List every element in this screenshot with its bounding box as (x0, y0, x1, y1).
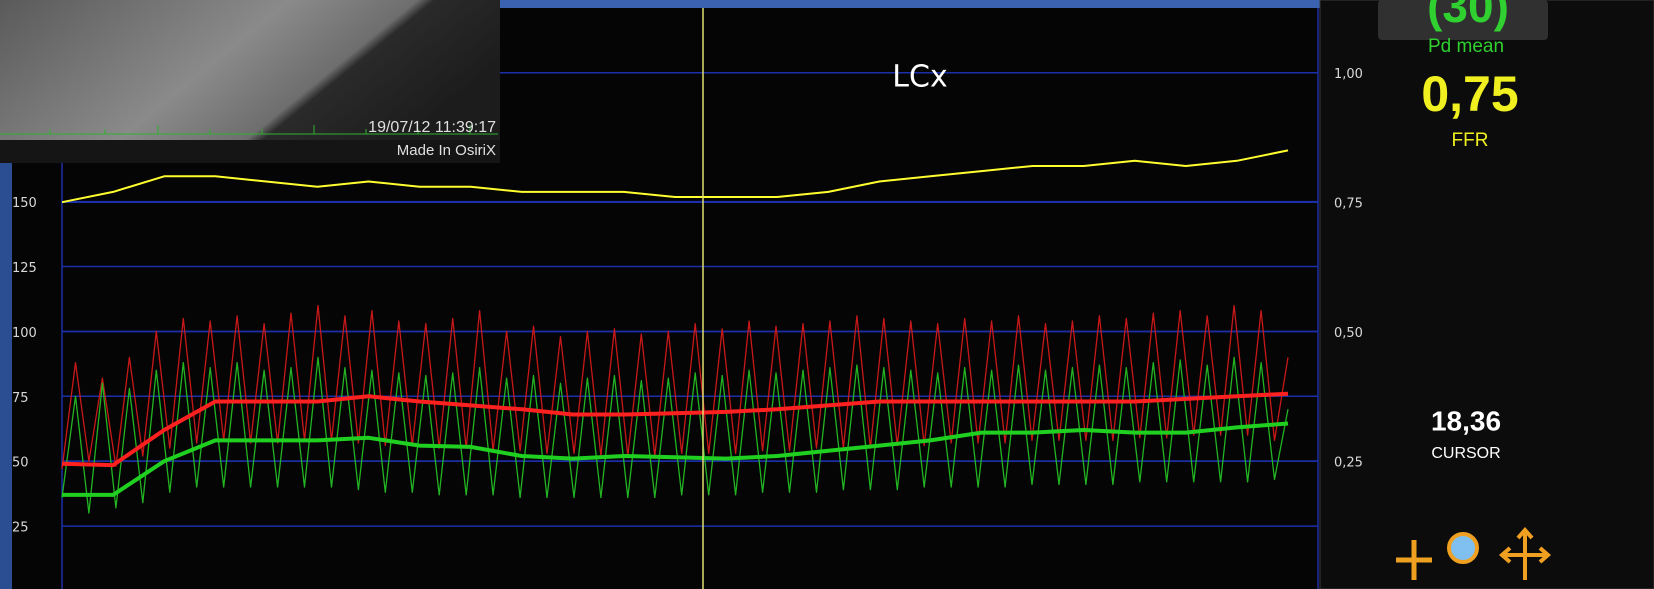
y2-tick-label: 0,25 (1334, 456, 1363, 471)
y-tick-label: 75 (12, 391, 29, 406)
y-tick-label: 25 (12, 521, 29, 536)
y2-tick-label: 1,00 (1334, 67, 1363, 82)
monitor-screen: 25 50 75 100 125 150 0,25 0,50 0,75 1,00 LCx 19/0… (0, 0, 1654, 589)
cursor-value: 18,36 (1431, 405, 1501, 436)
angiogram-image (0, 0, 500, 163)
timestamp: 19/07/12 11:39:17 (368, 119, 496, 136)
page: 25 50 75 100 125 150 0,25 0,50 0,75 1,00 LCx 19/0… (0, 0, 1654, 589)
y-tick-label: 50 (12, 456, 29, 471)
y2-tick-label: 0,50 (1334, 326, 1363, 341)
top-value: (30) (1427, 0, 1509, 32)
image-inset: 19/07/12 11:39:17 Made In OsiriX (0, 0, 500, 163)
y-tick-label: 100 (12, 326, 37, 341)
ffr-value: 0,75 (1421, 66, 1518, 122)
y2-tick-label: 0,75 (1334, 197, 1363, 212)
y-tick-label: 125 (12, 261, 37, 276)
chart-title: LCx (892, 60, 947, 95)
pd-label: Pd mean (1428, 36, 1504, 57)
y-tick-label: 150 (12, 196, 37, 211)
cursor-label: CURSOR (1431, 445, 1500, 462)
ffr-label: FFR (1452, 130, 1489, 151)
zoom-icon[interactable] (1449, 534, 1477, 562)
credit: Made In OsiriX (397, 142, 496, 159)
